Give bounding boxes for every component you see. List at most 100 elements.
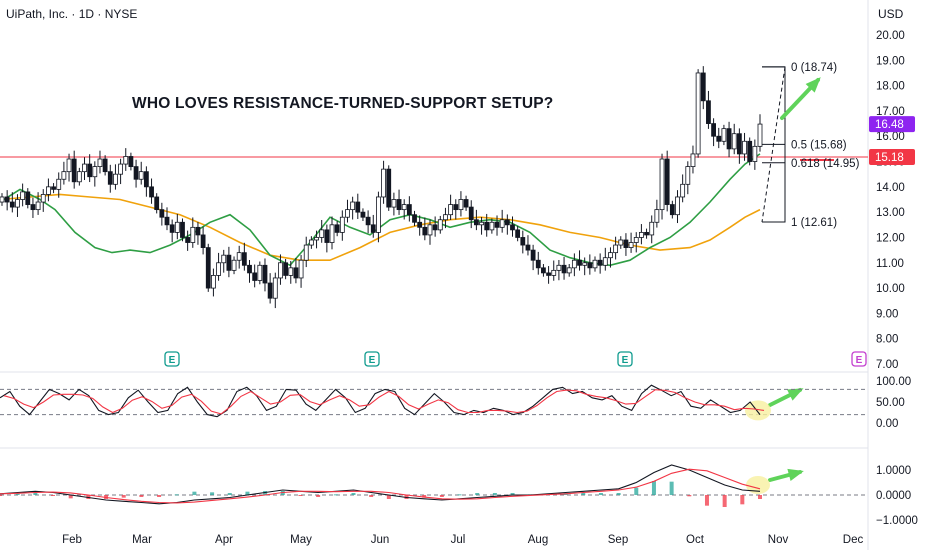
trend-arrow-head bbox=[787, 388, 804, 401]
x-tick-label: Dec bbox=[843, 534, 864, 546]
candle-body bbox=[618, 239, 624, 246]
candle-body bbox=[247, 264, 252, 274]
candle-body bbox=[190, 226, 196, 243]
candle-body bbox=[690, 153, 696, 167]
candle-body bbox=[448, 204, 454, 216]
candle-body bbox=[87, 163, 93, 178]
candle-body bbox=[288, 267, 294, 276]
candle-body bbox=[20, 191, 26, 200]
candle-body bbox=[272, 277, 278, 299]
macd-histogram-bar bbox=[704, 495, 709, 506]
currency-label: USD bbox=[878, 7, 904, 21]
macd-histogram-bar bbox=[51, 495, 56, 496]
candle-body bbox=[706, 100, 711, 124]
y-tick-label: 18.00 bbox=[876, 81, 905, 93]
candle-body bbox=[102, 158, 108, 173]
candle-body bbox=[365, 216, 371, 226]
candle-body bbox=[726, 128, 732, 150]
candle-body bbox=[308, 239, 314, 246]
candle-body bbox=[639, 231, 644, 238]
candle-body bbox=[25, 191, 31, 205]
macd-histogram-bar bbox=[457, 494, 462, 496]
candle-body bbox=[422, 226, 428, 236]
candle-body bbox=[613, 244, 619, 254]
candle-body bbox=[700, 72, 706, 102]
y-tick-label: 16.00 bbox=[876, 131, 905, 143]
candle-body bbox=[303, 244, 309, 261]
candle-body bbox=[76, 171, 82, 183]
y-tick-label: 19.00 bbox=[876, 55, 905, 67]
macd-histogram-bar bbox=[227, 493, 232, 495]
candle-body bbox=[174, 221, 180, 233]
fib-level-label: 0.618 (14.95) bbox=[791, 158, 860, 170]
candle-body bbox=[381, 168, 386, 198]
candle-body bbox=[468, 206, 474, 221]
macd-tick-label: 0.0000 bbox=[876, 490, 911, 502]
candle-body bbox=[61, 171, 67, 180]
trend-arrow-head bbox=[805, 77, 821, 93]
candle-body bbox=[623, 239, 629, 248]
x-tick-label: May bbox=[290, 534, 312, 546]
macd-histogram-bar bbox=[758, 495, 762, 499]
candle-body bbox=[386, 168, 392, 208]
macd-histogram-bar bbox=[386, 495, 391, 499]
candle-body bbox=[159, 209, 165, 218]
macd-histogram-bar bbox=[687, 495, 692, 497]
earnings-marker bbox=[851, 351, 867, 367]
candle-body bbox=[396, 199, 402, 211]
y-tick-label: 7.00 bbox=[876, 359, 898, 371]
macd-histogram-bar bbox=[598, 493, 603, 495]
x-tick-label: Nov bbox=[768, 534, 789, 546]
candle-body bbox=[479, 221, 484, 226]
candle-body bbox=[118, 163, 123, 175]
candle-body bbox=[504, 219, 510, 226]
candle-body bbox=[453, 204, 459, 211]
stoch-tick-label: 0.00 bbox=[876, 418, 898, 430]
candle-body bbox=[716, 135, 722, 142]
macd-histogram-bar bbox=[422, 495, 427, 498]
earnings-marker bbox=[617, 351, 633, 367]
candle-body bbox=[571, 259, 577, 269]
y-tick-label: 8.00 bbox=[876, 334, 898, 346]
candle-body bbox=[40, 194, 46, 203]
candle-body bbox=[546, 272, 551, 276]
candle-body bbox=[71, 158, 77, 183]
candle-body bbox=[484, 221, 490, 231]
candle-body bbox=[324, 229, 330, 243]
candle-body bbox=[334, 224, 340, 233]
candle-body bbox=[128, 156, 134, 168]
stoch-d-line bbox=[3, 389, 765, 415]
earnings-marker bbox=[364, 351, 380, 367]
candle-body bbox=[133, 166, 139, 180]
candle-body bbox=[577, 259, 582, 266]
macd-histogram-bar bbox=[475, 493, 480, 495]
candle-body bbox=[195, 226, 201, 236]
candle-body bbox=[314, 237, 319, 241]
candle-body bbox=[226, 254, 232, 271]
candle-body bbox=[257, 264, 263, 281]
candle-body bbox=[427, 224, 433, 236]
candle-body bbox=[370, 224, 376, 233]
candle-body bbox=[200, 234, 206, 248]
candle-body bbox=[669, 204, 675, 216]
candle-body bbox=[252, 272, 258, 281]
candle-body bbox=[82, 163, 87, 173]
y-tick-label: 17.00 bbox=[876, 106, 905, 118]
candle-body bbox=[56, 178, 62, 190]
candle-body bbox=[350, 201, 356, 211]
macd-histogram-bar bbox=[68, 495, 73, 499]
x-tick-label: Jul bbox=[451, 534, 466, 546]
macd-histogram-bar bbox=[492, 493, 497, 495]
macd-histogram-bar bbox=[351, 493, 356, 495]
candle-body bbox=[664, 158, 670, 205]
y-tick-label: 10.00 bbox=[876, 283, 905, 295]
fib-level-label: 1 (12.61) bbox=[791, 217, 837, 229]
candle-body bbox=[561, 264, 567, 274]
candle-body bbox=[97, 158, 103, 167]
macd-histogram-bar bbox=[616, 493, 621, 495]
candle-body bbox=[525, 244, 531, 251]
candle-body bbox=[345, 209, 350, 218]
candle-body bbox=[721, 128, 727, 142]
candle-body bbox=[587, 262, 593, 269]
candle-body bbox=[535, 259, 541, 269]
